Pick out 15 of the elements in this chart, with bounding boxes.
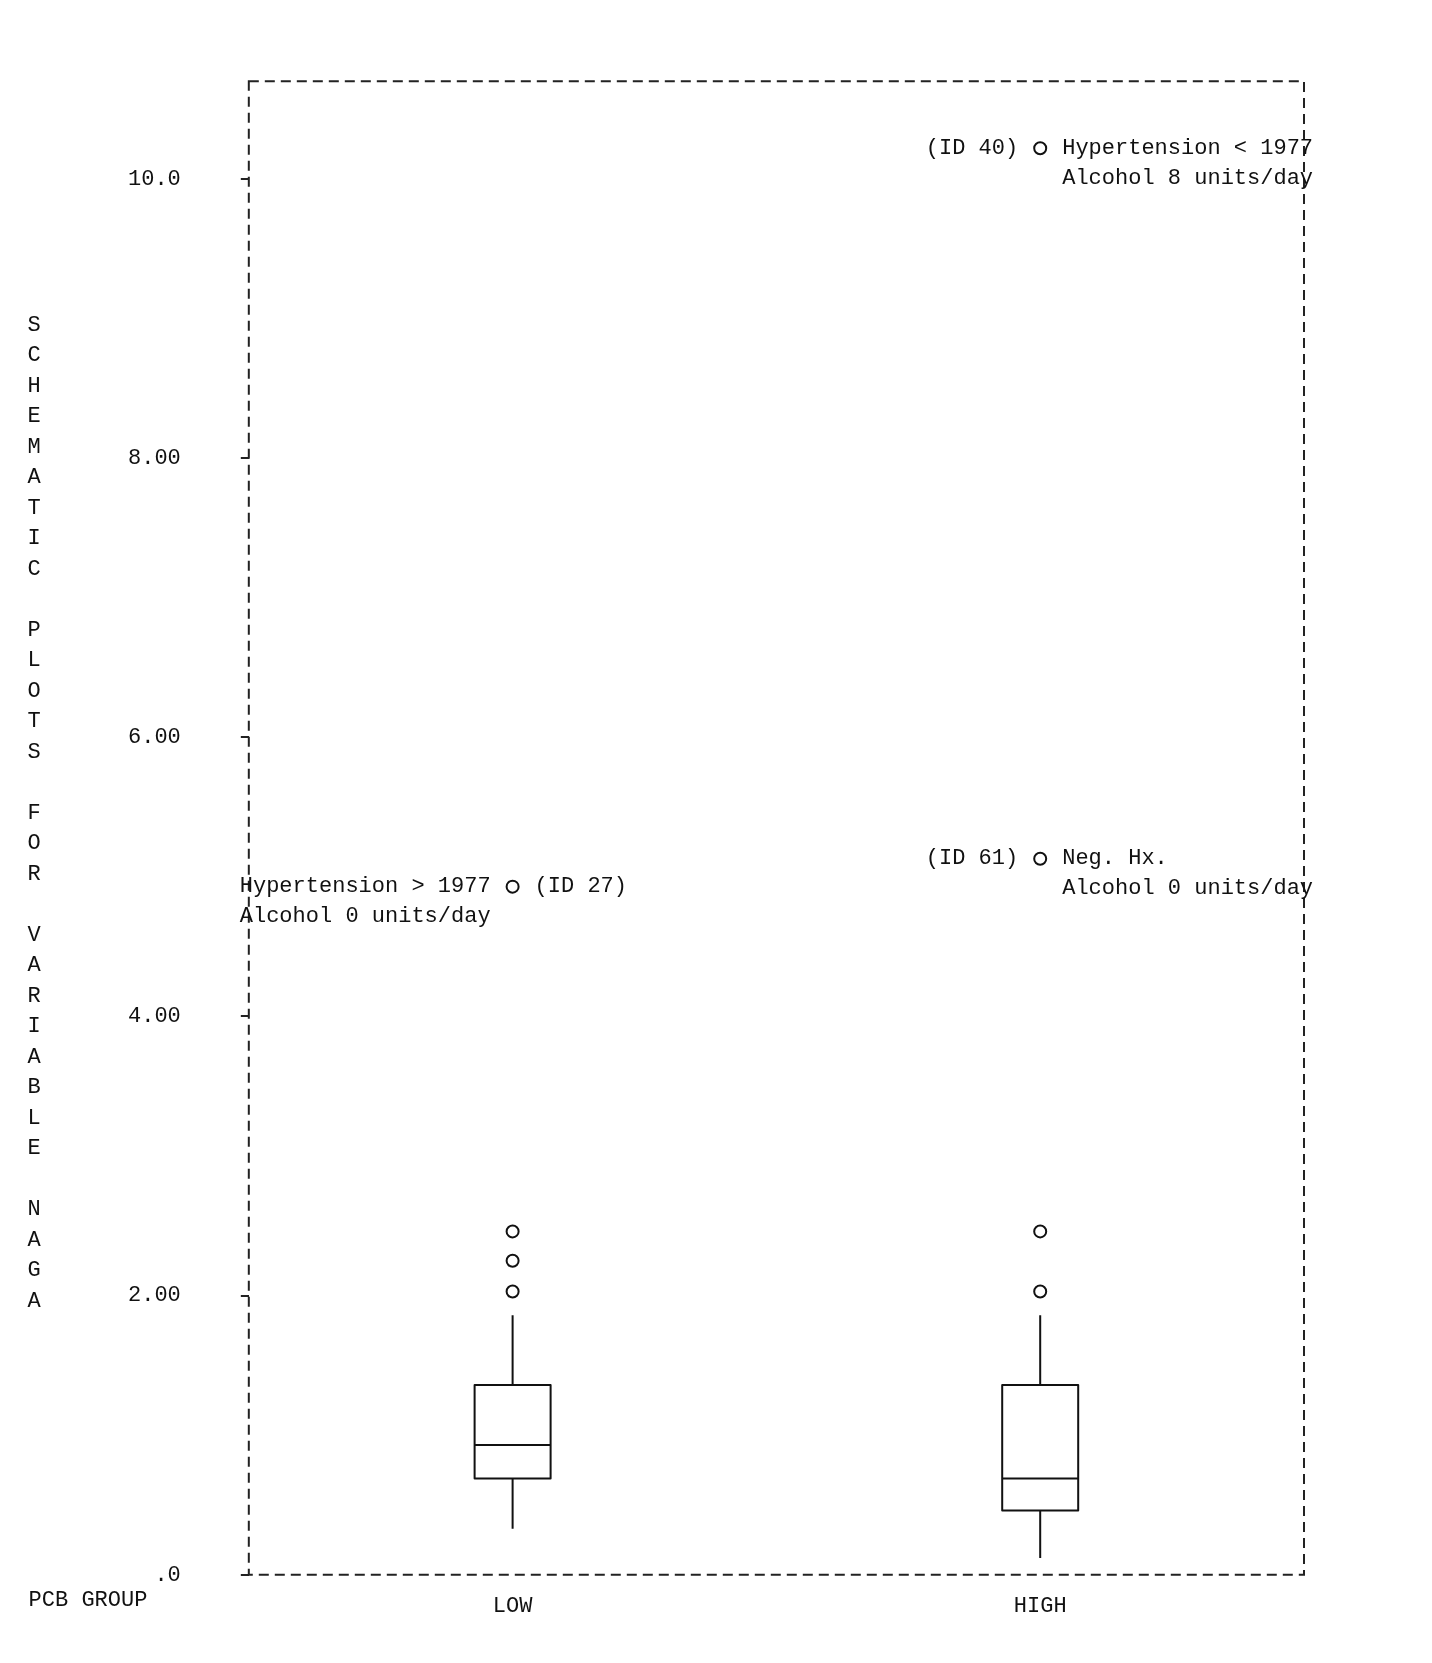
- y-tick-label: 6.00: [128, 725, 181, 751]
- text: SCHEMATIC PLOTS FOR VARIABLE NAGA: [27, 312, 41, 1314]
- annotation: (ID 61): [925, 845, 1019, 871]
- y-tick-label: 4.00: [128, 1004, 181, 1030]
- y-tick-label: 8.00: [128, 445, 181, 471]
- annotation: Neg. Hx. Alcohol 0 units/day: [1062, 845, 1314, 901]
- x-tick-label: LOW: [492, 1593, 534, 1619]
- y-tick-label: 10.0: [128, 166, 181, 192]
- annotation: (ID 27): [534, 874, 628, 900]
- x-axis-title: PCB GROUP: [28, 1587, 148, 1613]
- x-tick-label: HIGH: [1013, 1593, 1067, 1619]
- annotation: (ID 40): [925, 136, 1019, 162]
- annotation: Hypertension < 1977 Alcohol 8 units/day: [1062, 136, 1314, 192]
- y-tick-label: .0: [154, 1562, 181, 1588]
- y-tick-label: 2.00: [128, 1283, 181, 1309]
